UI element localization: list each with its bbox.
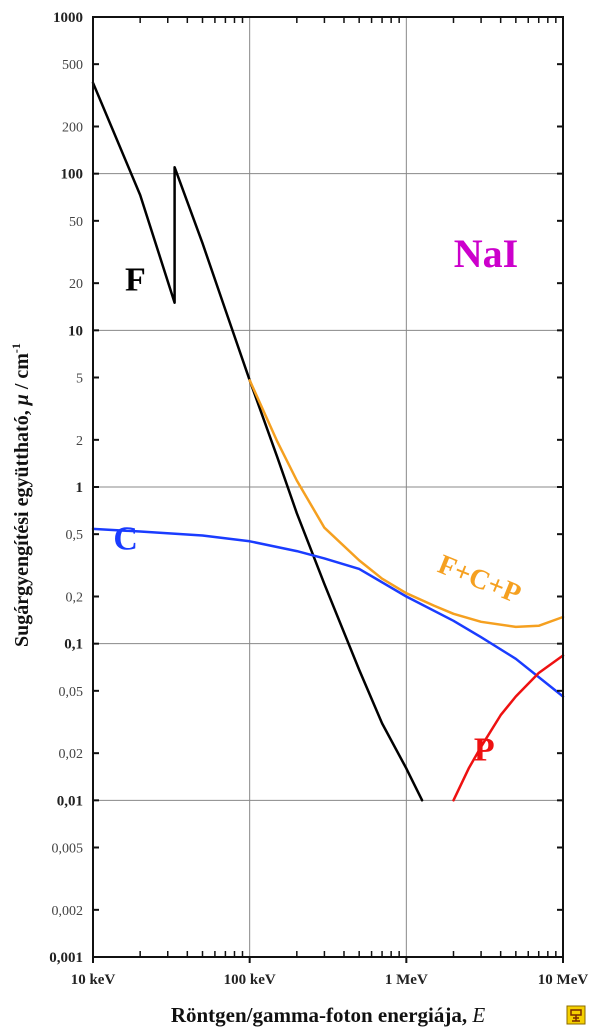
series-line-c [91,527,565,698]
y-tick-label: 200 [62,121,83,136]
y-tick-label: 50 [69,215,83,230]
y-tick-label: 0,001 [49,950,83,966]
grid [93,17,563,957]
y-tick-label: 0,05 [59,685,84,700]
plot-series [91,81,565,802]
y-axis-symbol: μ [11,394,33,406]
y-axis-unit-exponent: -1 [9,343,23,353]
x-axis-title-text: Röntgen/gamma-foton energiája, [171,1003,473,1027]
series-line-f-c-p [248,379,565,629]
y-tick-label: 1000 [53,10,83,26]
chart-title: NaI [454,231,518,276]
x-tick-label: 100 keV [224,972,276,988]
y-tick-label: 0,01 [57,793,83,809]
y-tick-label: 2 [76,434,83,449]
series-label-p: P [474,731,495,768]
series-line-f [91,81,424,802]
y-tick-label: 0,2 [66,591,84,606]
series-label-f: F [125,261,146,298]
y-tick-label: 5 [76,371,83,386]
y-tick-label: 0,002 [52,904,84,919]
y-axis-title-text: Sugárgyengítési együttható, [11,405,33,647]
y-tick-label: 500 [62,58,83,73]
x-tick-label: 1 MeV [385,972,428,988]
series-line-p [452,654,565,802]
source-logo-icon [566,1005,586,1025]
y-tick-label: 10 [68,323,83,339]
x-tick-label: 10 MeV [538,972,589,988]
y-tick-label: 100 [61,167,84,183]
axis-ticks: 10 keV 100 keV 1 MeV 10 MeV 1000 500 200 100 50 2… [49,10,588,988]
y-tick-label: 1 [76,480,84,496]
y-tick-label: 20 [69,277,83,292]
x-tick-label: 10 keV [71,972,116,988]
series-label-c: C [113,520,138,557]
y-axis-title: Sugárgyengítési együttható, μ / cm-1 [9,343,33,647]
x-axis-symbol: E [471,1003,485,1027]
y-tick-label: 0,005 [52,841,84,856]
y-tick-label: 0,5 [66,528,84,543]
y-tick-label: 0,1 [64,637,83,653]
x-axis-title: Röntgen/gamma-foton energiája, E [171,1003,486,1027]
y-tick-label: 0,02 [59,747,84,762]
y-axis-unit: / cm [11,353,33,394]
